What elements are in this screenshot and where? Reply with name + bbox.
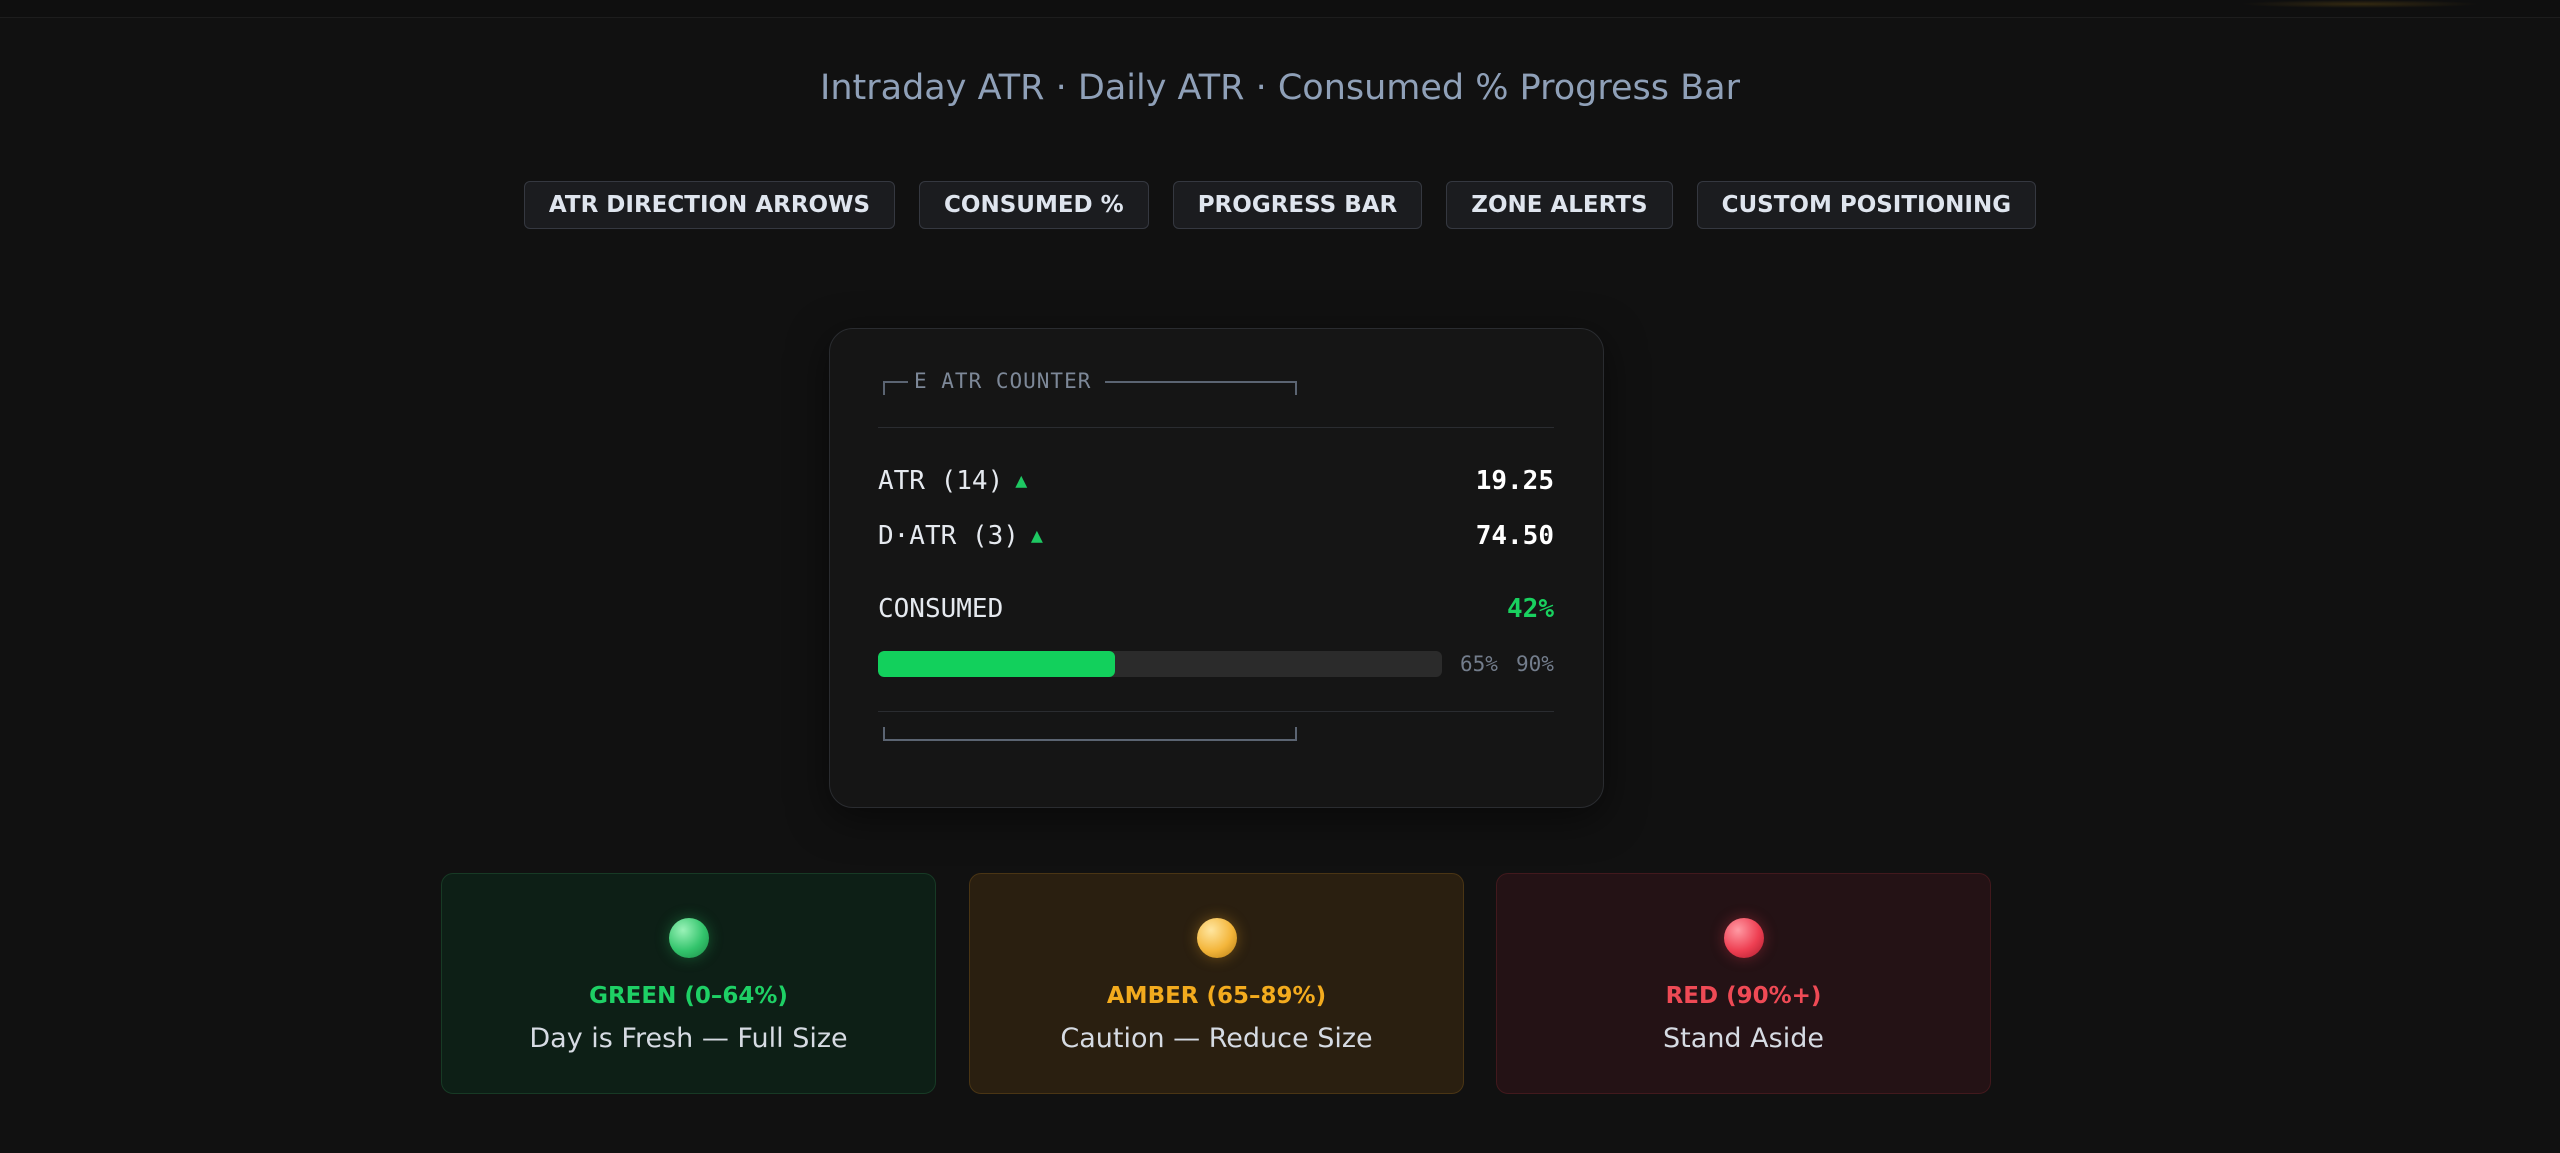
feature-chips: ATR DIRECTION ARROWS CONSUMED % PROGRESS… (0, 181, 2560, 229)
threshold-red: 90% (1516, 652, 1554, 676)
zone-card-red: RED (90%+) Stand Aside (1496, 873, 1991, 1094)
datr-label-group: D·ATR (3) ▲ (878, 519, 1043, 554)
top-bar (0, 0, 2560, 18)
consumed-row: CONSUMED 42% (878, 592, 1554, 626)
card-header: E ATR COUNTER (878, 368, 1554, 421)
footer-divider (878, 711, 1554, 712)
consumed-value: 42% (1507, 594, 1554, 624)
zone-label-amber: AMBER (65–89%) (1106, 983, 1327, 1009)
bracket-bottom (883, 727, 1297, 741)
datr-row: D·ATR (3) ▲ 74.50 (878, 519, 1554, 553)
zone-label-red: RED (90%+) (1665, 983, 1822, 1009)
datr-label: D·ATR (3) (878, 521, 1019, 551)
feature-chip-progress-bar: PROGRESS BAR (1172, 181, 1423, 229)
zone-desc-amber: Caution — Reduce Size (1060, 1023, 1373, 1054)
atr-label: ATR (14) (878, 466, 1004, 496)
atr-row: ATR (14) ▲ 19.25 (878, 464, 1554, 498)
red-orb-icon (1724, 918, 1764, 958)
atr-value: 19.25 (1475, 466, 1554, 496)
datr-value: 74.50 (1475, 521, 1554, 551)
consumed-label: CONSUMED (878, 594, 1004, 624)
zone-label-green: GREEN (0–64%) (589, 983, 788, 1009)
amber-orb-icon (1197, 918, 1237, 958)
zone-desc-green: Day is Fresh — Full Size (529, 1023, 848, 1054)
threshold-amber: 65% (1460, 652, 1498, 676)
top-glow (2240, 0, 2480, 8)
feature-chip-zone-alerts: ZONE ALERTS (1446, 181, 1673, 229)
card-title: E ATR COUNTER (908, 368, 1106, 394)
feature-chip-consumed-percent: CONSUMED % (919, 181, 1149, 229)
zone-desc-red: Stand Aside (1663, 1023, 1824, 1054)
atr-label-group: ATR (14) ▲ (878, 464, 1027, 499)
progress-track (878, 651, 1442, 677)
feature-chip-custom-positioning: CUSTOM POSITIONING (1696, 181, 2037, 229)
green-orb-icon (669, 918, 709, 958)
page-subtitle: Intraday ATR · Daily ATR · Consumed % Pr… (820, 68, 1740, 108)
header-divider (878, 427, 1554, 428)
progress-fill (878, 651, 1115, 677)
atr-counter-card: E ATR COUNTER ATR (14) ▲ 19.25 D·ATR (3) ▲… (829, 328, 1604, 808)
zone-card-amber: AMBER (65–89%) Caution — Reduce Size (969, 873, 1464, 1094)
up-triangle-icon: ▲ (1030, 523, 1043, 547)
feature-chip-atr-direction-arrows: ATR DIRECTION ARROWS (523, 181, 896, 229)
zone-card-green: GREEN (0–64%) Day is Fresh — Full Size (441, 873, 936, 1094)
consumed-progress: 65% 90% (878, 650, 1554, 678)
up-triangle-icon: ▲ (1015, 468, 1028, 492)
